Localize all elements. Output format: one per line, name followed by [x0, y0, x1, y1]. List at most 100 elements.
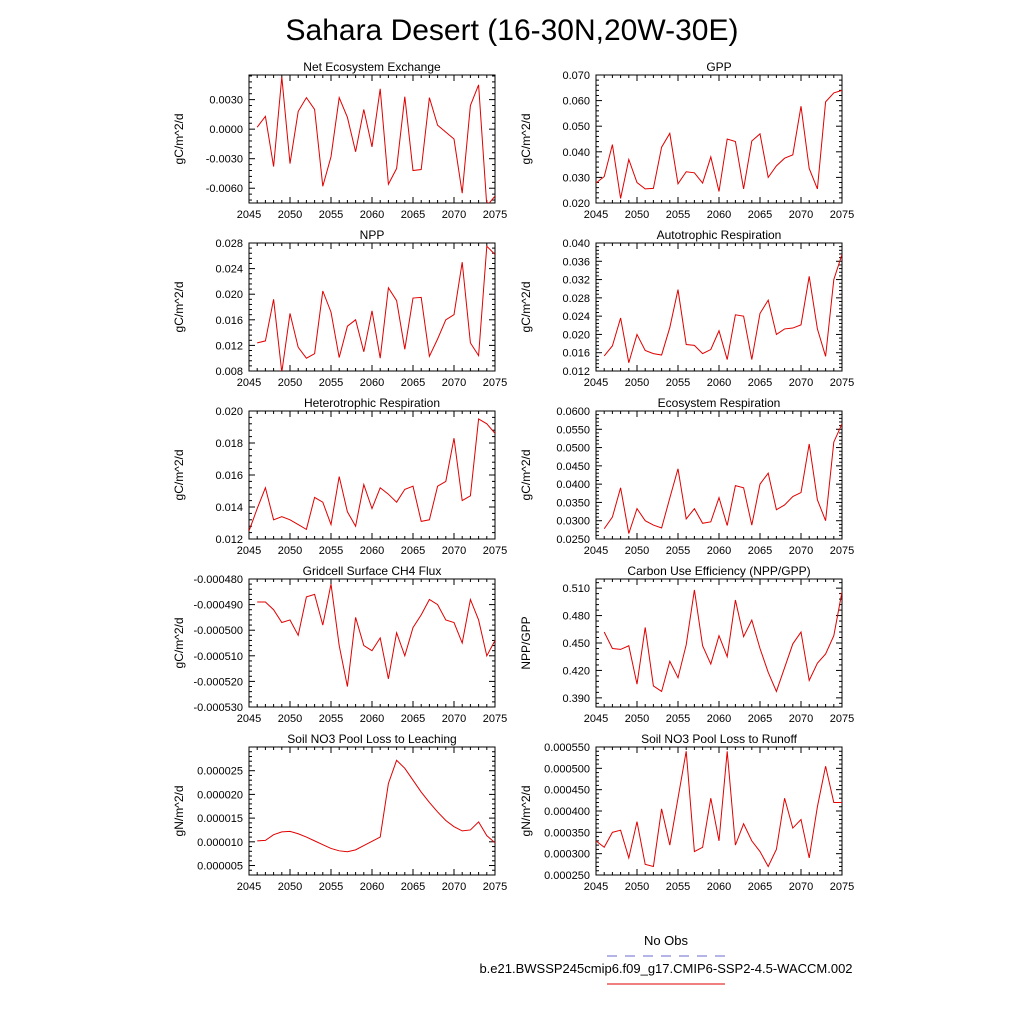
y-tick-label: -0.000510: [193, 651, 243, 663]
x-tick-label: 2060: [707, 377, 731, 389]
y-tick-label: 0.028: [562, 293, 590, 305]
x-tick-label: 2075: [830, 545, 854, 557]
x-tick-label: 2045: [237, 881, 261, 893]
y-tick-label: 0.014: [215, 502, 243, 514]
x-tick-label: 2045: [237, 545, 261, 557]
plot-frame: [595, 242, 843, 372]
x-tick-label: 2045: [584, 713, 608, 725]
x-tick-label: 2045: [584, 881, 608, 893]
panel-npp: NPP 2045 2050 2055 2060 2065 2070 2075 0.008 0.01…: [172, 228, 507, 389]
panel-grid: Net Ecosystem Exchange 2045 2050 2055 2060 20…: [172, 60, 854, 893]
y-tick-label: 0.024: [215, 264, 243, 276]
y-tick-label: 0.000010: [197, 837, 243, 849]
series-line: [603, 589, 842, 693]
y-tick-label: 0.0600: [556, 406, 590, 418]
plot-frame: [248, 578, 496, 708]
y-tick-label: 0.024: [562, 311, 590, 323]
y-tick-label: -0.000490: [193, 600, 243, 612]
x-tick-label: 2075: [483, 209, 507, 221]
x-tick-label: 2070: [789, 209, 813, 221]
x-tick-label: 2075: [830, 881, 854, 893]
x-tick-label: 2055: [666, 377, 690, 389]
x-tick-label: 2055: [319, 545, 343, 557]
series-line: [249, 418, 495, 532]
x-tick-label: 2060: [707, 209, 731, 221]
y-tick-label: 0.390: [562, 693, 590, 705]
x-tick-label: 2055: [319, 377, 343, 389]
legend: No Obs b.e21.BWSSP245cmip6.f09_g17.CMIP6…: [479, 933, 853, 985]
y-tick-label: 0.000020: [197, 789, 243, 801]
x-tick-label: 2055: [666, 881, 690, 893]
x-tick-label: 2050: [278, 713, 302, 725]
y-tick-label: 0.016: [215, 315, 243, 327]
x-tick-label: 2065: [401, 545, 425, 557]
panel-soil-no3-pool-loss-to-runoff: Soil NO3 Pool Loss to Runoff 2045 2050 2055…: [519, 732, 854, 893]
panel-net-ecosystem-exchange: Net Ecosystem Exchange 2045 2050 2055 2060 20…: [172, 60, 507, 221]
y-tick-label: 0.420: [562, 665, 590, 677]
plot-frame: [248, 242, 496, 372]
x-tick-label: 2055: [666, 209, 690, 221]
y-tick-label: 0.000550: [544, 742, 590, 754]
x-tick-label: 2060: [707, 881, 731, 893]
x-tick-label: 2060: [360, 377, 384, 389]
x-tick-label: 2050: [278, 377, 302, 389]
y-tick-label: 0.000005: [197, 861, 243, 873]
panel-ecosystem-respiration: Ecosystem Respiration 2045 2050 2055 2060 206…: [519, 396, 854, 557]
y-tick-label: -0.000480: [193, 574, 243, 586]
plot-frame: [595, 578, 843, 708]
panel-gridcell-surface-ch4-flux: Gridcell Surface CH4 Flux 2045 2050 2055 206…: [172, 564, 507, 725]
x-tick-label: 2065: [748, 209, 772, 221]
y-axis-label: gC/m^2/d: [172, 282, 186, 333]
x-tick-label: 2050: [625, 545, 649, 557]
x-tick-label: 2075: [483, 377, 507, 389]
panel-title: Carbon Use Efficiency (NPP/GPP): [627, 564, 810, 578]
y-tick-label: -0.0060: [206, 183, 243, 195]
x-tick-label: 2050: [278, 881, 302, 893]
page-title: Sahara Desert (16-30N,20W-30E): [286, 14, 739, 47]
y-tick-label: 0.012: [562, 366, 590, 378]
x-tick-label: 2070: [442, 377, 466, 389]
y-tick-label: 0.0400: [556, 479, 590, 491]
x-tick-label: 2050: [278, 545, 302, 557]
y-tick-label: 0.000450: [544, 785, 590, 797]
x-tick-label: 2075: [483, 881, 507, 893]
y-axis-label: gN/m^2/d: [172, 786, 186, 837]
legend-label-no-obs: No Obs: [644, 933, 689, 948]
x-tick-label: 2060: [360, 545, 384, 557]
y-axis-label: gC/m^2/d: [172, 114, 186, 165]
x-tick-label: 2070: [789, 377, 813, 389]
y-tick-label: -0.000520: [193, 676, 243, 688]
series-line: [257, 759, 495, 853]
series-line: [596, 751, 842, 868]
x-tick-label: 2050: [625, 377, 649, 389]
x-tick-label: 2065: [401, 209, 425, 221]
y-tick-label: 0.016: [215, 470, 243, 482]
x-tick-label: 2045: [584, 209, 608, 221]
y-tick-label: -0.000500: [193, 625, 243, 637]
y-tick-label: -0.0030: [206, 154, 243, 166]
panel-title: Autotrophic Respiration: [657, 228, 782, 242]
y-axis-label: gC/m^2/d: [172, 618, 186, 669]
x-tick-label: 2075: [830, 209, 854, 221]
y-tick-label: 0.036: [562, 256, 590, 268]
y-tick-label: 0.016: [562, 348, 590, 360]
series-line: [603, 423, 842, 534]
y-tick-label: 0.000015: [197, 813, 243, 825]
plot-frame: [248, 746, 496, 876]
x-tick-label: 2060: [707, 545, 731, 557]
panel-title: Soil NO3 Pool Loss to Runoff: [641, 732, 798, 746]
x-tick-label: 2060: [707, 713, 731, 725]
y-tick-label: 0.0250: [556, 534, 590, 546]
y-tick-label: -0.000530: [193, 702, 243, 714]
y-tick-label: 0.0450: [556, 461, 590, 473]
y-tick-label: 0.0500: [556, 443, 590, 455]
y-tick-label: 0.040: [562, 238, 590, 250]
y-tick-label: 0.050: [562, 121, 590, 133]
x-tick-label: 2055: [666, 713, 690, 725]
x-tick-label: 2050: [278, 209, 302, 221]
y-axis-label: gC/m^2/d: [519, 282, 533, 333]
x-tick-label: 2070: [442, 713, 466, 725]
series-line: [257, 245, 495, 371]
panel-heterotrophic-respiration: Heterotrophic Respiration 2045 2050 2055 206…: [172, 396, 507, 557]
